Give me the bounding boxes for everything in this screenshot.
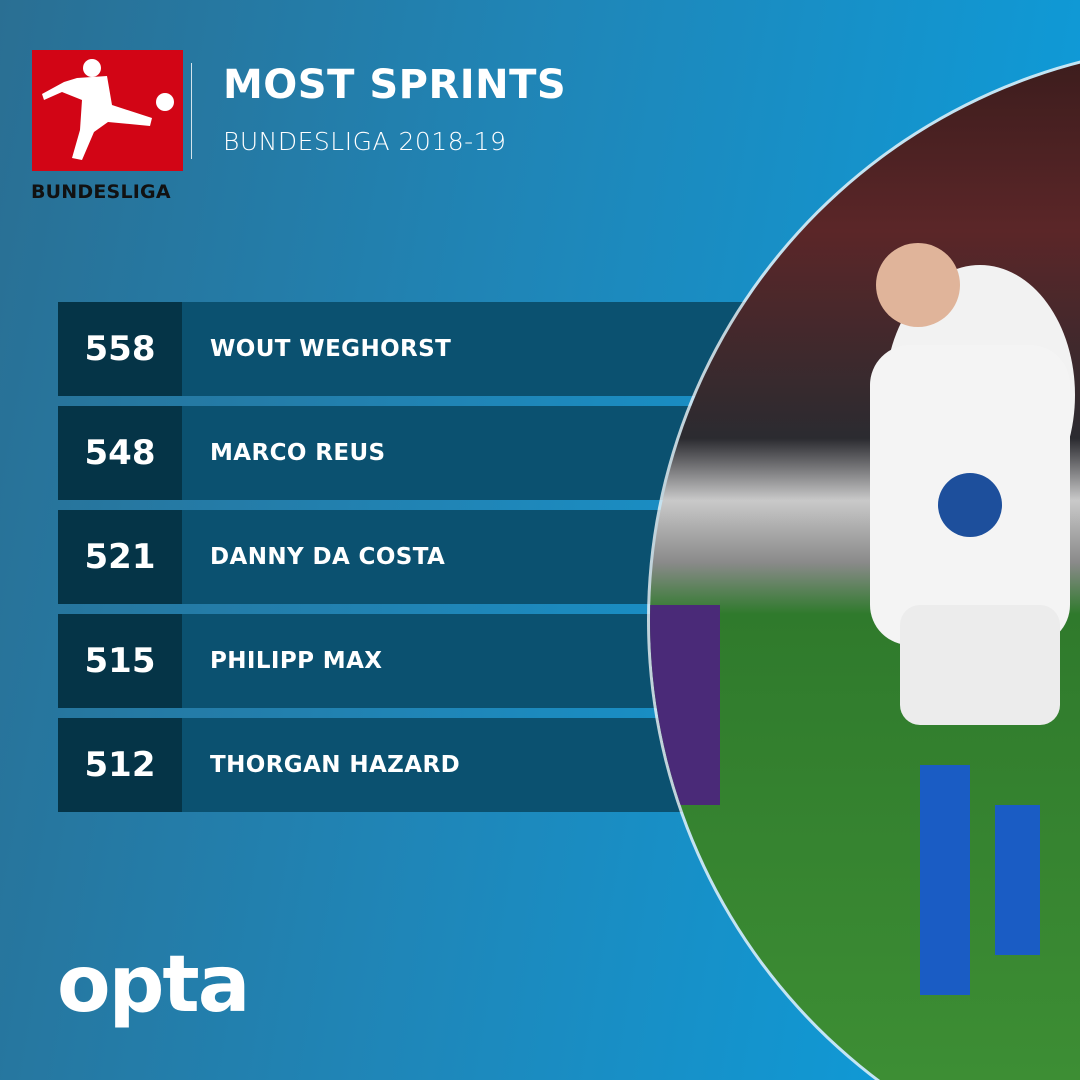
header-divider (191, 63, 192, 159)
player-name: THORGAN HAZARD (210, 752, 461, 778)
sprint-count: 515 (58, 614, 182, 708)
list-item: 558 WOUT WEGHORST (58, 302, 818, 396)
player-illustration (650, 243, 1075, 995)
sprint-count: 548 (58, 406, 182, 500)
player-name: PHILIPP MAX (210, 648, 383, 674)
opta-logo: opta (57, 940, 250, 1030)
sprint-count: 558 (58, 302, 182, 396)
player-name: WOUT WEGHORST (210, 336, 452, 362)
bundesliga-logo (32, 50, 183, 171)
sprint-count: 521 (58, 510, 182, 604)
kicking-player-icon (42, 59, 174, 160)
player-photo (650, 45, 1080, 1080)
player-name: DANNY DA COSTA (210, 544, 446, 570)
page-title: MOST SPRINTS (223, 62, 567, 108)
logo-wordmark: BUNDESLIGA (31, 181, 171, 203)
sprint-count: 512 (58, 718, 182, 812)
page-subtitle: BUNDESLIGA 2018-19 (223, 127, 507, 156)
player-name: MARCO REUS (210, 440, 386, 466)
